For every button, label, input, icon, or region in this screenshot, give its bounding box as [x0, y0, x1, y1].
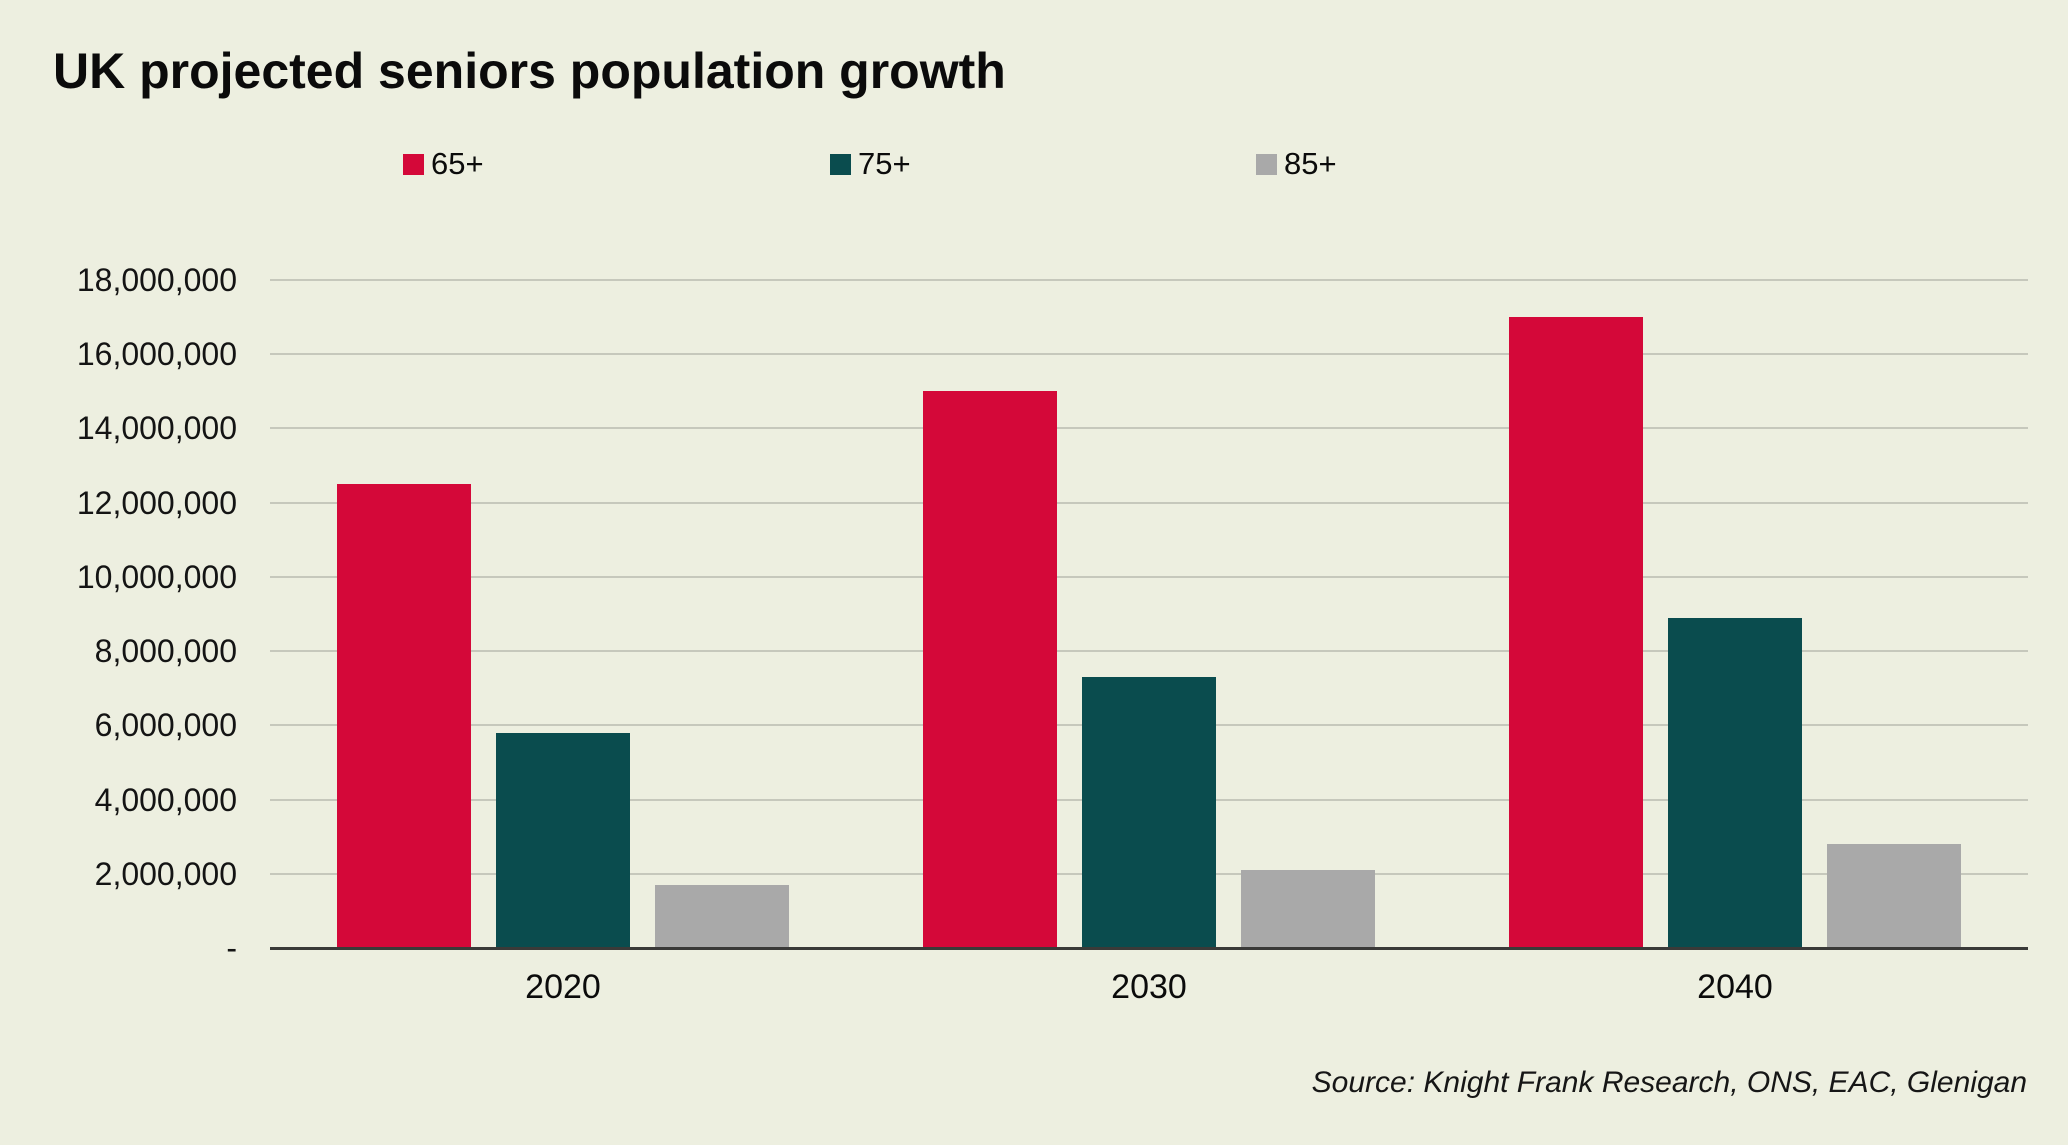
- gridline: [270, 427, 2028, 430]
- legend-label-75plus: 75+: [858, 146, 911, 181]
- chart-title: UK projected seniors population growth: [53, 43, 1006, 99]
- x-tick-label-2030: 2030: [1111, 968, 1187, 1006]
- legend-swatch-85plus-icon: [1256, 153, 1277, 175]
- y-tick-label: 14,000,000: [76, 410, 237, 447]
- y-tick-label: 6,000,000: [94, 707, 237, 744]
- bar-75plus-2040: [1668, 618, 1802, 948]
- y-tick-label: 18,000,000: [76, 262, 237, 298]
- bar-85plus-2020: [655, 885, 789, 948]
- bar-group-2030: [856, 280, 1442, 948]
- bar-65plus-2030: [923, 391, 1057, 948]
- gridline: [270, 501, 2028, 504]
- bar-75plus-2030: [1082, 677, 1216, 948]
- legend: 65+ 75+ 85+: [0, 146, 2068, 182]
- y-tick-label: 16,000,000: [76, 336, 237, 373]
- bar-group-2040: [1442, 280, 2028, 948]
- y-tick-label: 10,000,000: [76, 558, 237, 595]
- gridline: [270, 650, 2028, 653]
- plot-area: [270, 279, 2028, 948]
- legend-item-65plus: 65+: [403, 146, 484, 182]
- bar-65plus-2020: [337, 484, 471, 948]
- legend-swatch-75plus-icon: [830, 153, 851, 175]
- y-tick-label: 8,000,000: [94, 633, 237, 670]
- x-axis-line: [270, 947, 2028, 950]
- bar-65plus-2040: [1509, 317, 1643, 948]
- bar-groups: [270, 280, 2028, 948]
- bar-group-2020: [270, 280, 856, 948]
- bar-75plus-2020: [496, 733, 630, 948]
- x-tick-label-2020: 2020: [525, 968, 601, 1006]
- legend-item-85plus: 85+: [1256, 146, 1337, 182]
- legend-label-65plus: 65+: [431, 146, 484, 181]
- bar-85plus-2030: [1241, 870, 1375, 948]
- y-tick-label: 12,000,000: [76, 484, 237, 521]
- bar-85plus-2040: [1827, 844, 1961, 948]
- y-tick-label: 4,000,000: [94, 781, 237, 818]
- x-axis-labels: 2020 2030 2040: [270, 968, 2028, 1007]
- gridline: [270, 353, 2028, 356]
- x-tick-label-2040: 2040: [1697, 968, 1773, 1006]
- legend-item-75plus: 75+: [830, 146, 911, 182]
- y-tick-label: -: [226, 930, 237, 966]
- gridline: [270, 279, 2028, 281]
- legend-label-85plus: 85+: [1284, 146, 1337, 181]
- gridline: [270, 575, 2028, 578]
- y-tick-label: 2,000,000: [94, 855, 237, 892]
- source-note: Source: Knight Frank Research, ONS, EAC,…: [1311, 1066, 2027, 1099]
- legend-swatch-65plus-icon: [403, 153, 424, 175]
